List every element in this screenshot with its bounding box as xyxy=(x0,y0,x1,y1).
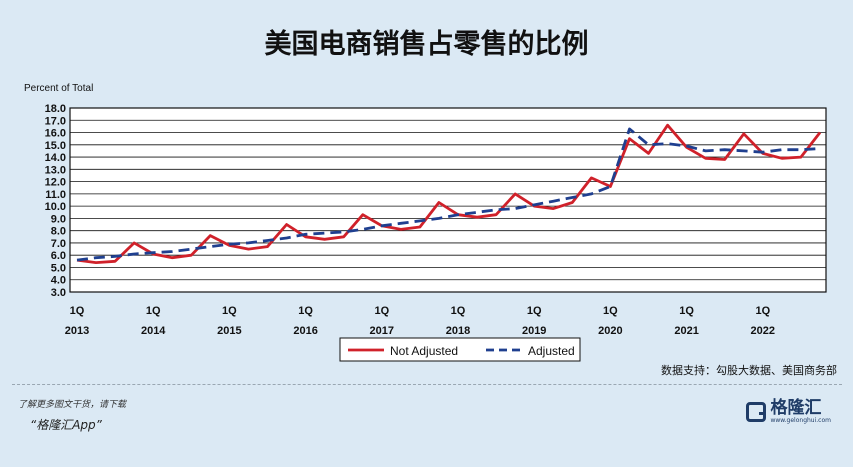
brand-logo: 格隆汇 www.gelonghui.com xyxy=(746,400,831,424)
y-tick-label: 14.0 xyxy=(45,152,66,164)
gridlines xyxy=(70,107,826,293)
x-tick-label-year: 2021 xyxy=(674,325,698,337)
x-tick-label-quarter: 1Q xyxy=(451,305,466,317)
adjusted-line xyxy=(76,127,821,262)
y-tick-label: 17.0 xyxy=(45,115,66,127)
footer-divider xyxy=(12,384,842,385)
plot-area xyxy=(69,107,827,293)
y-tick-label: 10.0 xyxy=(45,201,66,213)
x-tick-label-year: 2014 xyxy=(141,325,166,337)
not-adjusted-line xyxy=(76,123,822,265)
x-tick-label-quarter: 1Q xyxy=(222,305,237,317)
legend-box xyxy=(339,337,581,362)
x-tick-label-quarter: 1Q xyxy=(527,305,542,317)
x-tick-label-quarter: 1Q xyxy=(603,305,618,317)
legend-label: Not Adjusted xyxy=(390,344,458,358)
x-tick-label-quarter: 1Q xyxy=(146,305,161,317)
page-title: 美国电商销售占零售的比例 xyxy=(264,29,589,60)
y-tick-label: 12.0 xyxy=(45,177,66,189)
y-tick-label: 6.0 xyxy=(51,250,66,262)
x-tick-label-year: 2018 xyxy=(446,325,470,337)
x-tick-label-year: 2019 xyxy=(522,325,546,337)
x-tick-label-year: 2013 xyxy=(65,325,89,337)
y-tick-label: 8.0 xyxy=(51,226,66,238)
y-tick-label: 16.0 xyxy=(45,128,66,140)
logo-url: www.gelonghui.com xyxy=(770,417,831,424)
y-tick-label: 13.0 xyxy=(45,164,66,176)
y-tick-label: 5.0 xyxy=(51,262,66,274)
y-tick-label: 11.0 xyxy=(45,189,66,201)
logo-icon xyxy=(746,402,767,422)
x-tick-label-quarter: 1Q xyxy=(679,305,694,317)
x-tick-label-quarter: 1Q xyxy=(298,305,313,317)
legend: Not Adjusted Adjusted xyxy=(339,337,581,362)
y-axis-ticks: 3.04.05.06.07.08.09.010.011.012.013.014.… xyxy=(45,103,66,299)
y-tick-label: 3.0 xyxy=(51,287,66,299)
y-tick-label: 9.0 xyxy=(51,213,66,225)
promo-app-name: “格隆汇App” xyxy=(30,418,102,432)
x-tick-label-year: 2020 xyxy=(598,325,622,337)
x-tick-label-year: 2017 xyxy=(370,325,394,337)
y-tick-label: 15.0 xyxy=(45,140,66,152)
series-lines xyxy=(76,123,822,265)
legend-label: Adjusted xyxy=(528,344,575,358)
x-tick-label-quarter: 1Q xyxy=(755,305,770,317)
x-tick-label-quarter: 1Q xyxy=(70,305,85,317)
y-tick-label: 7.0 xyxy=(51,238,66,250)
x-tick-label-year: 2015 xyxy=(217,325,241,337)
source-note: 数据支持：勾股大数据、美国商务部 xyxy=(661,364,837,377)
x-tick-label-year: 2016 xyxy=(293,325,317,337)
y-tick-label: 4.0 xyxy=(51,275,66,287)
x-tick-label-year: 2022 xyxy=(751,325,775,337)
x-axis-ticks: 1Q 2013 1Q 2014 1Q 2015 1Q 2016 1Q 2017 1Q 2018 1Q 20… xyxy=(65,305,775,337)
logo-name: 格隆汇 xyxy=(770,398,822,418)
y-axis-label: Percent of Total xyxy=(24,83,93,94)
x-tick-label-quarter: 1Q xyxy=(374,305,389,317)
y-tick-label: 18.0 xyxy=(45,103,66,115)
promo-text: 了解更多图文干货，请下载 xyxy=(18,400,127,410)
